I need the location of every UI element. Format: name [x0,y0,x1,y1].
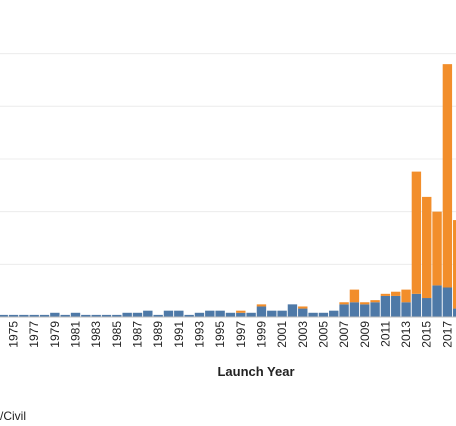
bar-2011-series-1 [380,293,391,296]
x-tick-label: 1983 [89,321,103,348]
bar-1994-series-0 [205,310,215,317]
x-tick-label: 2011 [378,321,392,347]
bar-1992-series-0 [184,314,194,317]
bar-2016-series-0 [432,285,442,317]
bar-2014-series-1 [411,171,422,294]
x-tick-label: 1979 [48,321,62,348]
bar-2002-series-0 [287,304,298,317]
x-tick-label: 1991 [172,321,186,348]
bar-2009-series-0 [360,304,370,317]
bar-2003-series-1 [298,306,308,309]
x-tick-label: 1977 [27,321,41,348]
x-tick-label: 1985 [110,321,124,348]
bar-2017-series-1 [442,64,453,288]
bar-1999-series-0 [256,306,267,317]
bar-1993-series-0 [194,312,205,317]
bar-2012-series-1 [391,291,401,296]
bar-2001-series-0 [277,310,287,317]
bar-1985-series-0 [112,314,122,317]
x-tick-label: 2001 [275,321,289,348]
gridlines [0,53,456,265]
bar-2009-series-1 [360,302,370,305]
x-tick-label: 2015 [420,321,434,348]
bar-1979-series-0 [50,312,60,317]
x-tick-label: 2007 [337,321,351,348]
bar-1998-series-0 [246,312,256,317]
legend-label: /Civil [0,409,26,423]
bar-1997-series-0 [236,312,246,317]
bar-1995-series-0 [215,310,225,317]
bar-1974-series-0 [0,314,8,317]
bar-2008-series-0 [349,302,360,317]
bar-1983-series-0 [91,314,101,317]
bars [0,64,456,317]
x-tick-label: 1999 [254,321,268,348]
bar-1996-series-0 [225,312,236,317]
bar-2017-series-0 [442,287,453,317]
bar-1980-series-0 [60,314,70,317]
bar-2012-series-0 [391,295,401,317]
bar-1990-series-0 [163,310,174,317]
bar-2011-series-0 [380,295,391,317]
bar-2007-series-1 [339,302,349,305]
bar-2018-series-0 [453,308,456,317]
bar-2015-series-0 [422,298,432,317]
x-tick-label: 2005 [316,321,330,348]
bar-2010-series-0 [370,302,380,317]
x-tick-label: 1993 [192,321,206,348]
bar-2006-series-0 [329,310,339,317]
bar-1989-series-0 [153,314,163,317]
bar-1986-series-0 [122,312,132,317]
bar-2010-series-1 [370,300,380,303]
bar-2005-series-0 [318,312,329,317]
x-tick-label: 1981 [69,321,83,348]
bar-2013-series-0 [401,302,411,317]
bar-1982-series-0 [81,314,91,317]
bar-1977-series-0 [29,314,39,317]
bar-1978-series-0 [39,314,50,317]
bar-1975-series-0 [8,314,19,317]
bar-1976-series-0 [19,314,29,317]
bar-2014-series-0 [411,293,422,317]
bar-2000-series-0 [267,310,277,317]
bar-1981-series-0 [70,312,81,317]
bar-2016-series-1 [432,211,442,286]
x-tick-label: 2003 [296,321,310,348]
x-tick-label: 1987 [130,321,144,348]
bar-2013-series-1 [401,289,411,303]
x-tick-label: 1995 [213,321,227,348]
x-axis-title: Launch Year [217,364,294,379]
bar-2003-series-0 [298,308,308,317]
bar-1984-series-0 [101,314,112,317]
bar-2018-series-1 [453,220,456,309]
x-tick-label: 1989 [151,321,165,348]
x-tick-label: 1997 [234,321,248,348]
x-tick-label: 2013 [399,321,413,348]
bar-2015-series-1 [422,196,432,299]
bar-2007-series-0 [339,304,349,317]
x-tick-label: 2009 [358,321,372,348]
bar-1991-series-0 [174,310,184,317]
x-tick-label: 2017 [440,321,454,348]
bar-2008-series-1 [349,289,360,303]
bar-1987-series-0 [132,312,143,317]
x-tick-label: 1975 [7,321,21,348]
x-tick-labels: 1975 1977 1979 1981 1983 1985 1987 1989 1991 1993… [7,321,455,348]
bar-2004-series-0 [308,312,318,317]
bar-1997-series-1 [236,310,246,313]
bar-1999-series-1 [256,304,267,307]
bar-1988-series-0 [143,310,153,317]
